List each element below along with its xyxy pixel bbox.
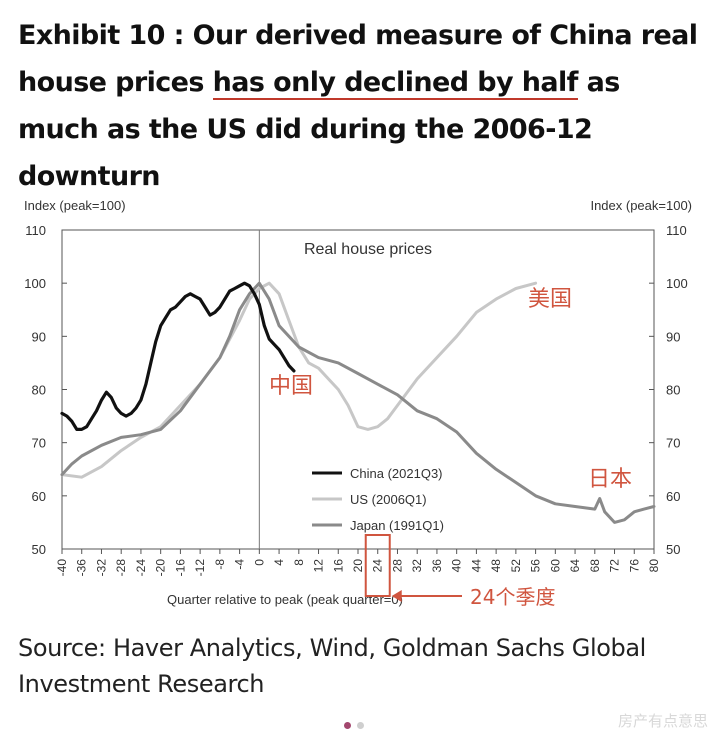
y-tick-label-right: 80 xyxy=(666,383,680,398)
annotation-china: 中国 xyxy=(269,374,313,399)
x-tick-label: -28 xyxy=(114,559,128,577)
x-tick-label: 0 xyxy=(252,559,266,566)
chart-inner-title: Real house prices xyxy=(304,241,432,258)
title-highlight: has only declined by half xyxy=(212,67,578,100)
x-tick-label: 32 xyxy=(410,559,424,573)
x-tick-label: 28 xyxy=(390,559,404,573)
annotation-box xyxy=(364,534,391,597)
annotation-arrow-head xyxy=(391,590,402,602)
y-tick-label-left: 90 xyxy=(32,329,46,344)
source-note: Source: Haver Analytics, Wind, Goldman S… xyxy=(18,634,646,698)
chart-series xyxy=(60,281,656,524)
series-line-japan xyxy=(60,281,656,524)
x-axis-label: Quarter relative to peak (peak quarter=0… xyxy=(167,592,403,607)
x-tick-label: 16 xyxy=(331,559,345,573)
y-tick-label-right: 60 xyxy=(666,489,680,504)
carousel-dot[interactable] xyxy=(357,722,364,729)
title-part-1: Exhibit 10 : Our derived measure of Chin… xyxy=(18,20,698,98)
y-tick-label-left: 60 xyxy=(32,489,46,504)
x-tick-label: 36 xyxy=(430,559,444,573)
x-tick-label: -24 xyxy=(134,559,148,577)
title-part-2: as much as the US did during the 2006-12… xyxy=(18,67,620,192)
y-tick-label-left: 70 xyxy=(32,436,46,451)
legend-entry-china: China (2021Q3) xyxy=(350,466,443,481)
x-tick-label: 8 xyxy=(292,559,306,566)
x-tick-label: -4 xyxy=(233,559,247,570)
x-tick-label: 76 xyxy=(627,559,641,573)
y-tick-label-right: 70 xyxy=(666,436,680,451)
x-tick-label: 68 xyxy=(588,559,602,573)
x-tick-label: 64 xyxy=(568,559,582,573)
x-tick-label: 24 xyxy=(371,559,385,573)
carousel-indicator xyxy=(344,716,370,734)
x-tick-label: 4 xyxy=(272,559,286,566)
x-tick-label: -32 xyxy=(94,559,108,577)
y-tick-label-left: 110 xyxy=(25,223,46,238)
x-tick-label: 56 xyxy=(529,559,543,573)
x-tick-label: 72 xyxy=(608,559,622,573)
annotation-us: 美国 xyxy=(528,287,572,312)
x-tick-label: 48 xyxy=(489,559,503,573)
y-tick-label-left: 80 xyxy=(32,383,46,398)
x-tick-label: -16 xyxy=(173,559,187,577)
y-axis-label-right: Index (peak=100) xyxy=(590,198,692,213)
y-tick-label-left: 100 xyxy=(24,276,46,291)
y-tick-label-left: 50 xyxy=(32,542,46,557)
legend-entry-japan: Japan (1991Q1) xyxy=(350,518,444,533)
x-tick-label: 44 xyxy=(469,559,483,573)
x-tick-label: 20 xyxy=(351,559,365,573)
x-tick-label: 12 xyxy=(312,559,326,573)
legend-entry-us: US (2006Q1) xyxy=(350,492,427,507)
carousel-dot-active[interactable] xyxy=(344,722,351,729)
x-tick-label: 52 xyxy=(509,559,523,573)
y-tick-label-right: 90 xyxy=(666,329,680,344)
x-tick-label: 40 xyxy=(450,559,464,573)
series-line-us xyxy=(60,281,538,479)
x-tick-label: -8 xyxy=(213,559,227,570)
y-axis-label-left: Index (peak=100) xyxy=(24,198,126,213)
y-tick-label-right: 100 xyxy=(666,276,688,291)
watermark: 房产有点意思 xyxy=(617,712,708,730)
x-tick-label: -12 xyxy=(193,559,207,577)
y-tick-label-right: 110 xyxy=(666,223,687,238)
x-tick-label: 80 xyxy=(647,559,661,573)
x-tick-label: -40 xyxy=(55,559,69,577)
x-tick-label: -20 xyxy=(154,559,168,577)
annotation-japan: 日本 xyxy=(588,467,632,492)
exhibit-title: Exhibit 10 : Our derived measure of Chin… xyxy=(18,12,708,200)
chart-legend: China (2021Q3) US (2006Q1) Japan (1991Q1) xyxy=(312,466,444,533)
y-tick-label-right: 50 xyxy=(666,542,680,557)
x-tick-label: -36 xyxy=(75,559,89,577)
x-tick-label: 60 xyxy=(548,559,562,573)
series-line-china xyxy=(60,281,296,431)
annotation-24-quarters: 24个季度 xyxy=(470,585,555,609)
